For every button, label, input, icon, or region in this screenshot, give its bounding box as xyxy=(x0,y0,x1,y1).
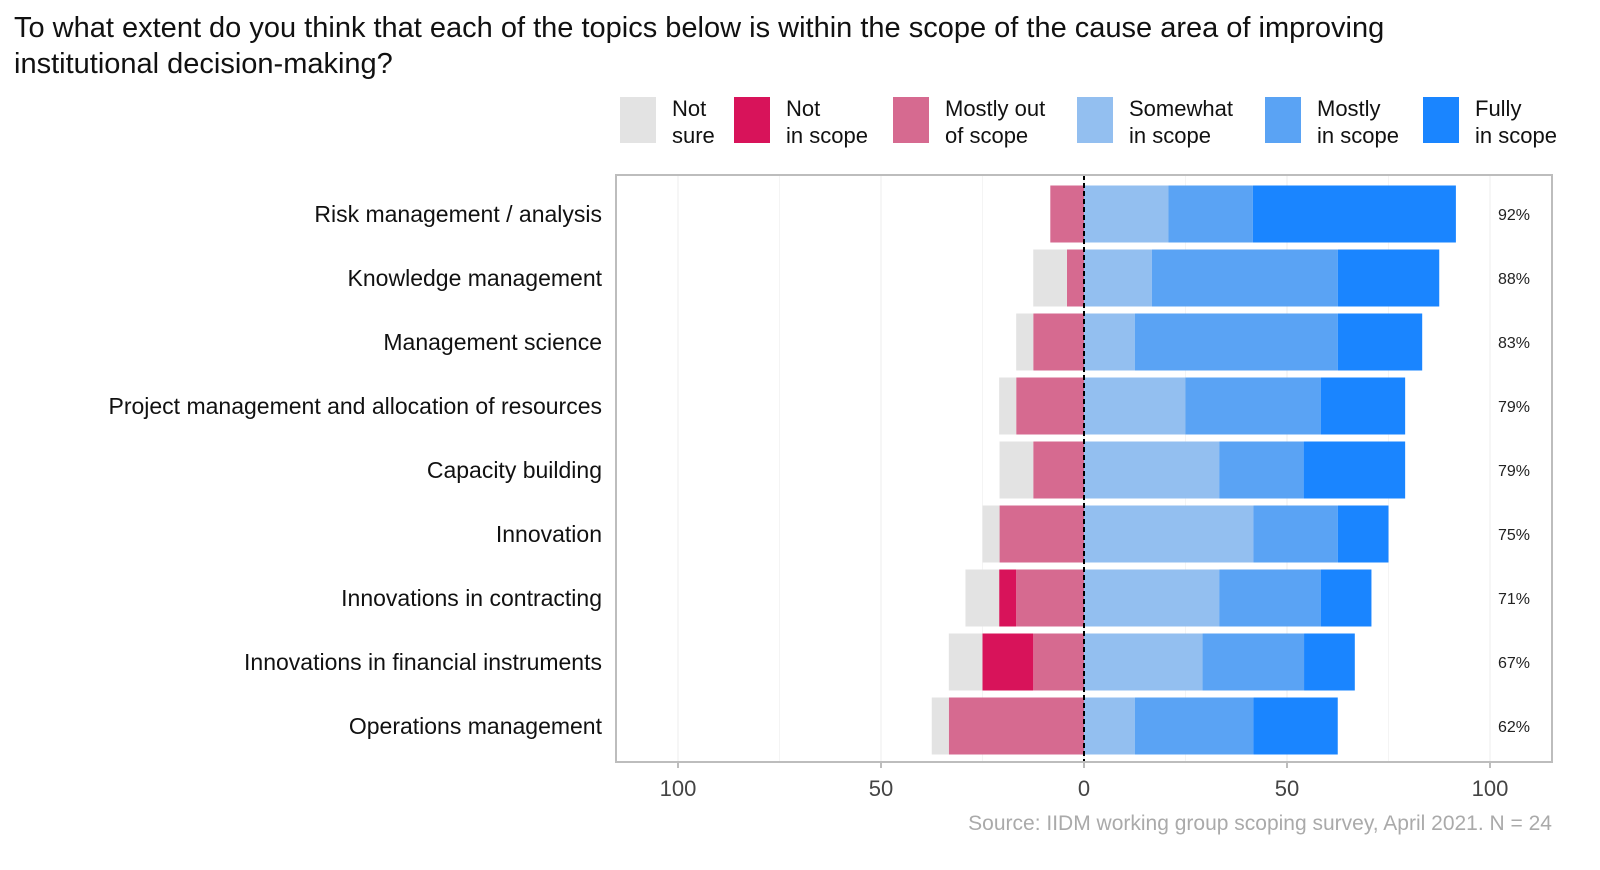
bar-mostly-out-of-scope xyxy=(999,505,1084,563)
bar-mostly-out-of-scope xyxy=(1016,377,1084,435)
category-label: Knowledge management xyxy=(348,265,603,291)
category-label: Operations management xyxy=(349,713,603,739)
bar-mostly-in-scope xyxy=(1168,185,1253,243)
bar-mostly-in-scope xyxy=(1151,249,1338,307)
bar-not-sure xyxy=(999,441,1034,499)
bar-somewhat-in-scope xyxy=(1084,697,1135,755)
legend-label: Mostly in scope xyxy=(1317,96,1399,148)
in-scope-percent-label: 71% xyxy=(1498,591,1530,608)
category-label: Project management and allocation of res… xyxy=(108,393,602,419)
legend-swatch xyxy=(1265,97,1301,143)
legend-swatch xyxy=(893,97,929,143)
bar-somewhat-in-scope xyxy=(1084,249,1152,307)
bar-fully-in-scope xyxy=(1320,377,1406,435)
category-label: Management science xyxy=(383,329,602,355)
bar-mostly-out-of-scope xyxy=(1066,249,1084,307)
bar-mostly-out-of-scope xyxy=(948,697,1084,755)
in-scope-percent-label: 67% xyxy=(1498,655,1530,672)
bar-mostly-in-scope xyxy=(1134,313,1338,371)
bar-fully-in-scope xyxy=(1253,697,1338,755)
bar-not-sure xyxy=(999,377,1017,435)
legend-swatch xyxy=(620,97,656,143)
category-label: Innovation xyxy=(496,521,602,547)
bar-somewhat-in-scope xyxy=(1084,313,1135,371)
bar-not-sure xyxy=(982,505,1000,563)
legend-label: Mostly out of scope xyxy=(945,96,1046,148)
x-tick-label: 0 xyxy=(1078,776,1090,801)
category-label: Risk management / analysis xyxy=(314,201,602,227)
legend-swatch xyxy=(1423,97,1459,143)
bar-mostly-in-scope xyxy=(1134,697,1254,755)
bar-mostly-out-of-scope xyxy=(1033,441,1084,499)
bar-fully-in-scope xyxy=(1303,441,1406,499)
bar-fully-in-scope xyxy=(1337,249,1440,307)
bar-mostly-out-of-scope xyxy=(1033,313,1084,371)
chart-title: To what extent do you think that each of… xyxy=(14,12,1385,80)
bar-mostly-out-of-scope xyxy=(1016,569,1084,627)
legend-label: Not sure xyxy=(672,96,715,148)
in-scope-percent-label: 62% xyxy=(1498,719,1530,736)
category-label: Innovations in financial instruments xyxy=(244,649,602,675)
bar-not-sure xyxy=(1016,313,1034,371)
bar-not-in-scope xyxy=(999,569,1017,627)
x-tick-label: 100 xyxy=(1472,776,1509,801)
legend-label: Fully in scope xyxy=(1475,96,1557,148)
bar-fully-in-scope xyxy=(1337,505,1389,563)
bar-mostly-in-scope xyxy=(1253,505,1338,563)
x-tick-label: 100 xyxy=(660,776,697,801)
bar-not-sure xyxy=(965,569,1000,627)
bar-fully-in-scope xyxy=(1252,185,1456,243)
x-tick-label: 50 xyxy=(1275,776,1299,801)
legend-swatch xyxy=(734,97,770,143)
bar-not-sure xyxy=(931,697,949,755)
bar-fully-in-scope xyxy=(1320,569,1372,627)
bar-fully-in-scope xyxy=(1304,633,1355,691)
legend-swatch xyxy=(1077,97,1113,143)
in-scope-percent-label: 79% xyxy=(1498,463,1530,480)
bar-mostly-in-scope xyxy=(1219,569,1321,627)
bar-fully-in-scope xyxy=(1337,313,1423,371)
bar-not-in-scope xyxy=(982,633,1034,691)
category-label: Capacity building xyxy=(427,457,602,483)
bar-mostly-out-of-scope xyxy=(1033,633,1084,691)
bar-somewhat-in-scope xyxy=(1084,377,1186,435)
bar-not-sure xyxy=(1033,249,1067,307)
x-tick-label: 50 xyxy=(869,776,893,801)
in-scope-percent-label: 79% xyxy=(1498,399,1530,416)
source-note: Source: IIDM working group scoping surve… xyxy=(968,812,1552,835)
bar-not-sure xyxy=(948,633,983,691)
bar-mostly-out-of-scope xyxy=(1050,185,1084,243)
category-label: Innovations in contracting xyxy=(341,585,602,611)
in-scope-percent-label: 75% xyxy=(1498,527,1530,544)
bar-mostly-in-scope xyxy=(1202,633,1305,691)
bar-somewhat-in-scope xyxy=(1084,185,1169,243)
bar-mostly-in-scope xyxy=(1185,377,1321,435)
legend-label: Not in scope xyxy=(786,96,868,148)
legend-label: Somewhat in scope xyxy=(1129,96,1233,148)
in-scope-percent-label: 92% xyxy=(1498,207,1530,224)
in-scope-percent-label: 83% xyxy=(1498,335,1530,352)
bar-somewhat-in-scope xyxy=(1084,569,1220,627)
bar-mostly-in-scope xyxy=(1219,441,1304,499)
bar-somewhat-in-scope xyxy=(1084,505,1254,563)
in-scope-percent-label: 88% xyxy=(1498,271,1530,288)
bar-somewhat-in-scope xyxy=(1084,633,1203,691)
bar-somewhat-in-scope xyxy=(1084,441,1220,499)
